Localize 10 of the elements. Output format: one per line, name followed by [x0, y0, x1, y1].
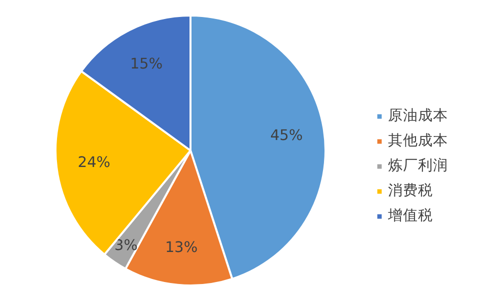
legend-label: 原油成本 [388, 106, 448, 125]
data-label: 15% [130, 55, 163, 72]
data-label: 3% [114, 236, 138, 254]
legend-label: 其他成本 [388, 131, 448, 150]
data-label: 13% [165, 238, 198, 256]
legend-label: 增值税 [388, 206, 433, 225]
data-label: 24% [78, 154, 110, 172]
legend-label: 炼厂利润 [388, 156, 448, 175]
legend-label: 消费税 [388, 181, 433, 200]
data-label: 45% [270, 126, 303, 144]
